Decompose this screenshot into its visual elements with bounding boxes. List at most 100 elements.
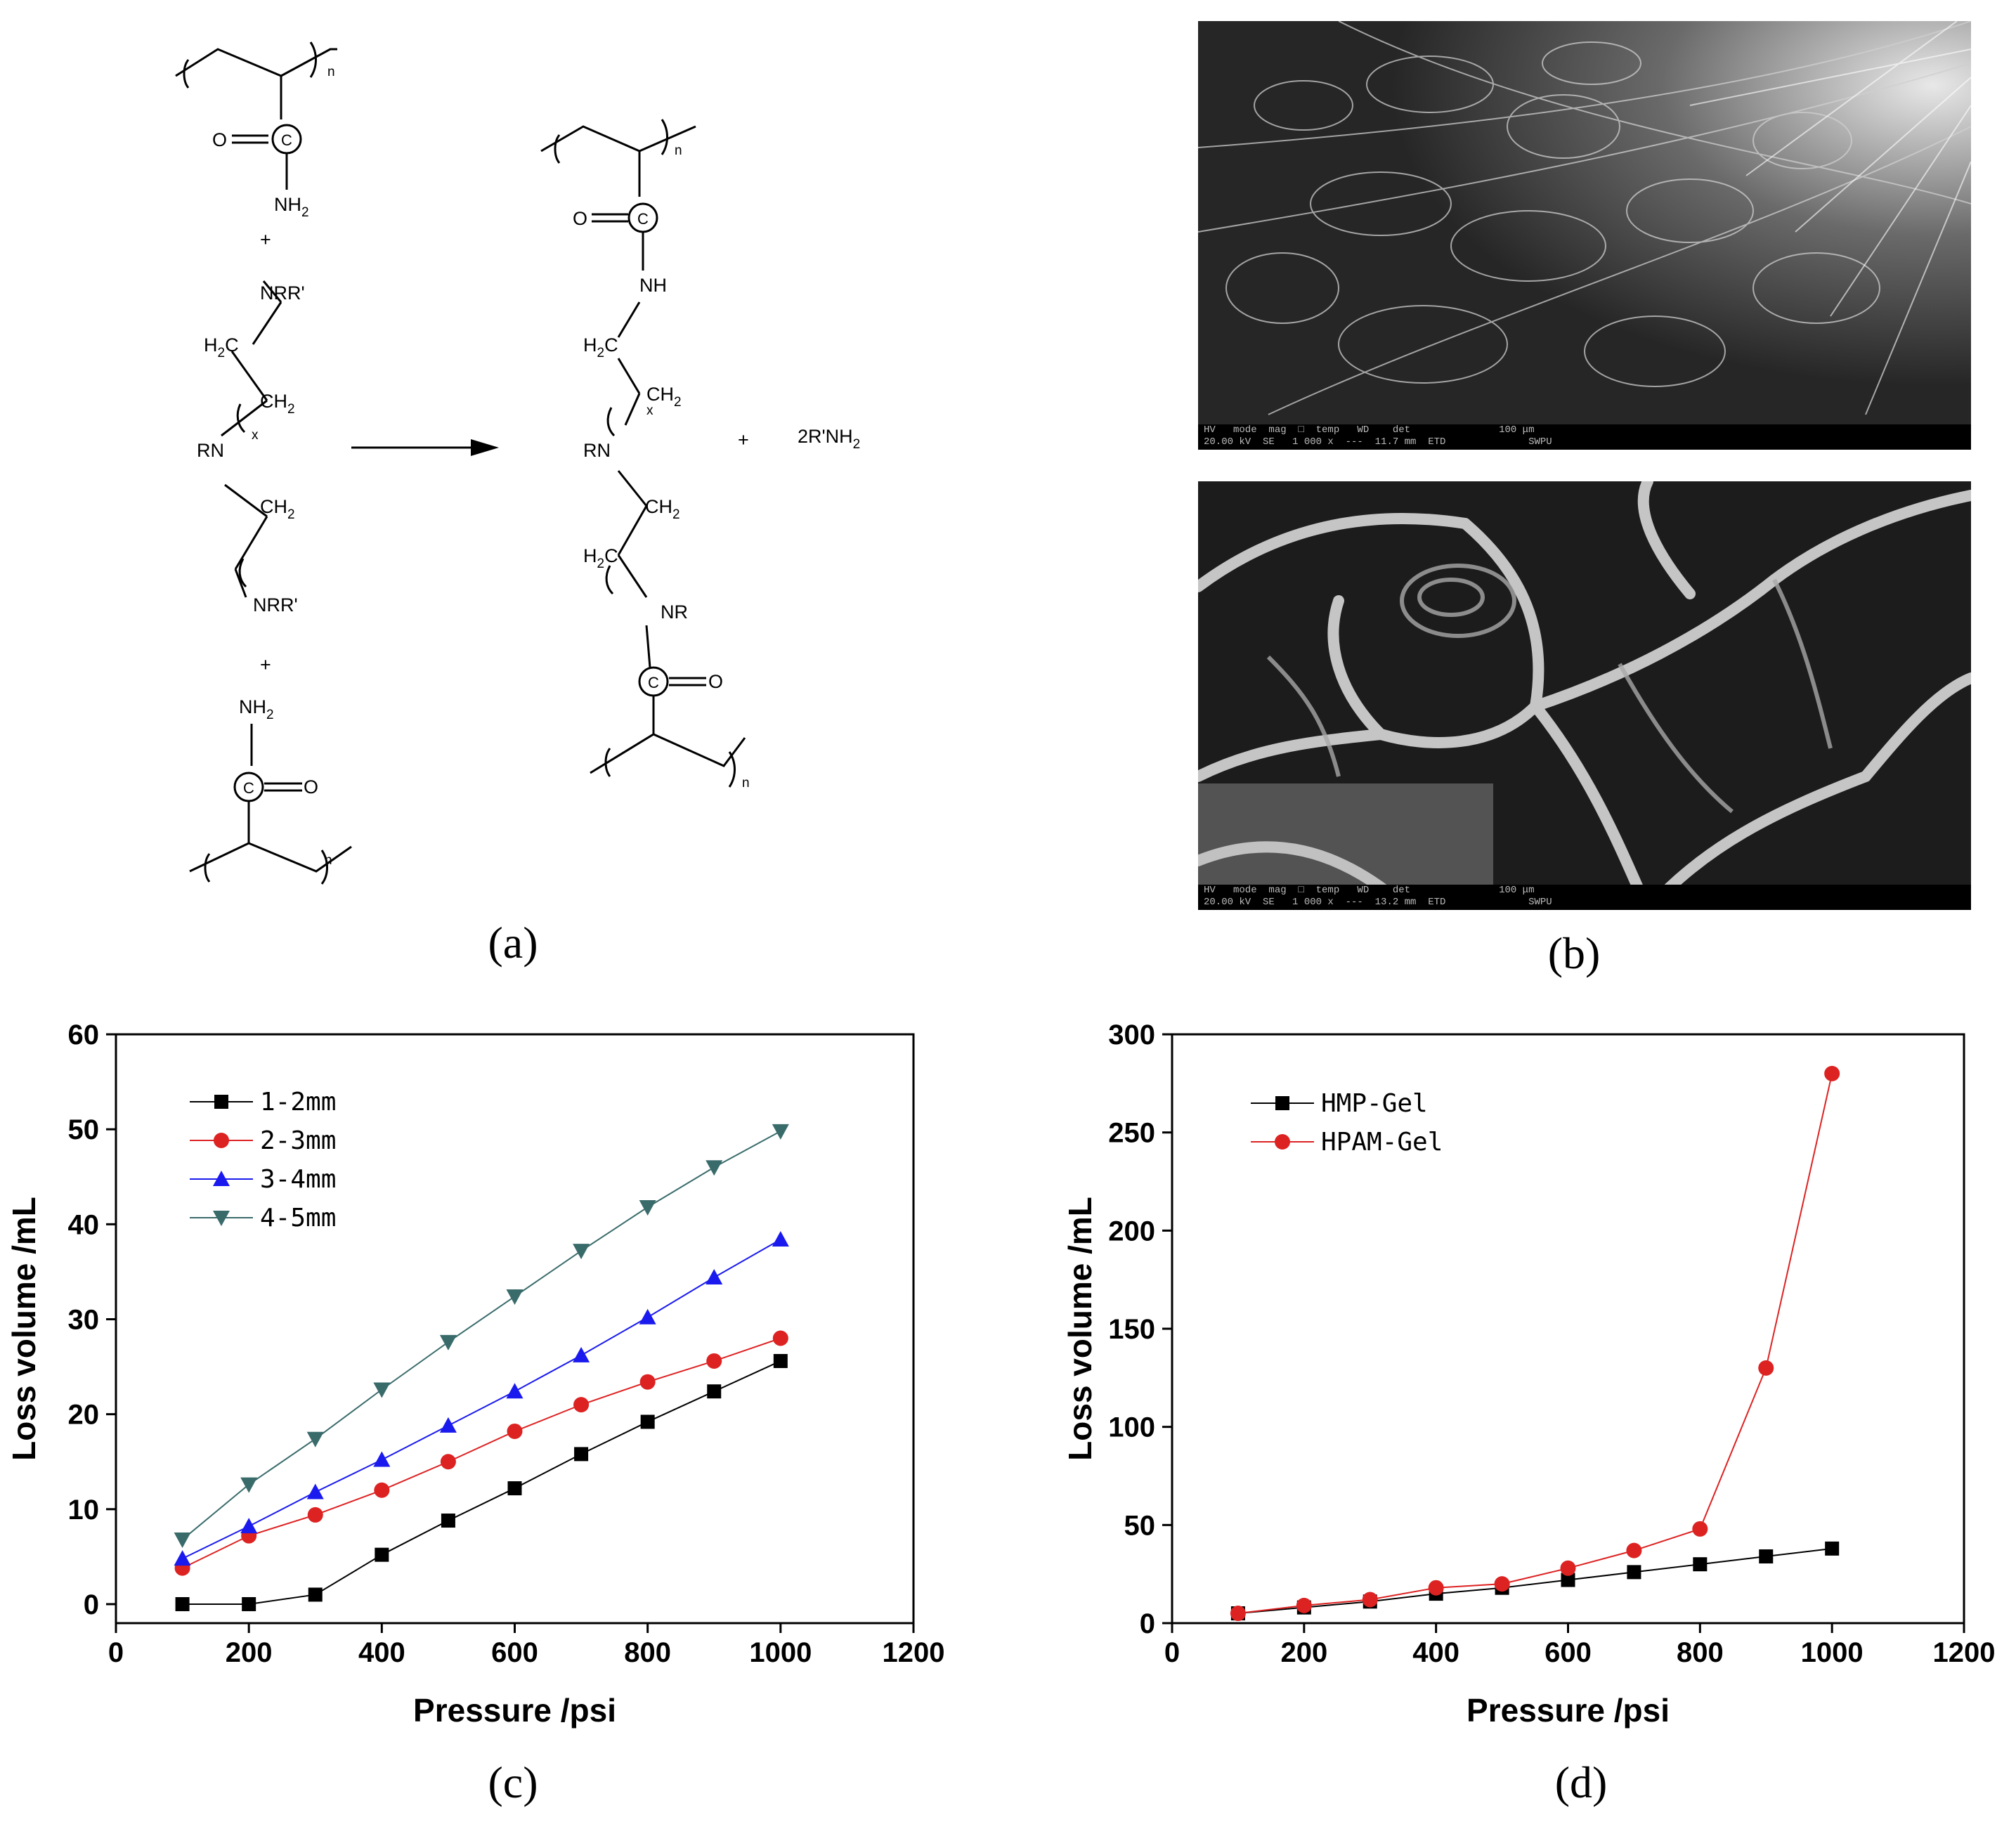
chart-c-legend-label-0: 1-2mm [260, 1088, 336, 1117]
chart-c-series-2-point-0 [174, 1550, 191, 1566]
product-oxygen-2: O [708, 671, 723, 692]
scheme-plus-1: + [260, 229, 271, 250]
chart-c-series-0-point-0 [175, 1596, 190, 1611]
scheme-nh2-bottom: NH2 [239, 696, 274, 722]
chart-d-y-tick-label-5: 250 [1108, 1118, 1155, 1149]
product-h2c-top: H2C [583, 334, 618, 360]
chart-c-series-2-point-2 [306, 1483, 324, 1499]
chart-c-series-3-point-6 [573, 1244, 590, 1260]
product-nh-label: NH [639, 275, 667, 296]
chart-c-y-tick-label-4: 40 [68, 1209, 100, 1240]
sem-image-top: HV mode mag □ temp WD det 100 μm 20.00 k… [1198, 21, 1971, 450]
chart-c-series-0-point-5 [507, 1481, 522, 1496]
chart-c-series-3-point-1 [240, 1477, 258, 1493]
chart-c-series-2-point-4 [439, 1417, 457, 1433]
scheme-nrr-top: NRR' [260, 282, 305, 304]
chart-d-series-1-point-5 [1560, 1560, 1576, 1576]
chart-c-legend-marker-2 [213, 1171, 230, 1186]
scheme-carbon-label: C [281, 131, 292, 149]
chart-c-series-1-point-3 [374, 1482, 390, 1498]
chart-c-series-3 [174, 1124, 789, 1549]
chart-c-series-0-point-4 [441, 1514, 455, 1528]
sem-image-bottom: HV mode mag □ temp WD det 100 μm 20.00 k… [1198, 481, 1971, 910]
chart-d-x-tick-label-6: 1200 [1933, 1637, 1996, 1668]
chart-c-legend-label-2: 3-4mm [260, 1165, 336, 1194]
chart-c-series-1-point-2 [307, 1507, 323, 1523]
chart-c-series-1 [174, 1330, 788, 1576]
panel-label-a: (a) [488, 918, 538, 968]
scheme-carbon-label-2: C [243, 779, 254, 797]
chart-d-y-axis-label: Loss volume /mL [1062, 1197, 1098, 1461]
chart-d-series-1-point-8 [1758, 1360, 1774, 1376]
sem-info-line-4: 20.00 kV SE 1 000 x --- 13.2 mm ETD SWPU [1204, 897, 1552, 908]
chart-c-series-2 [174, 1230, 789, 1566]
chart-d-legend-marker-1 [1275, 1134, 1290, 1150]
chart-c-series-0 [175, 1353, 788, 1611]
scheme-subscript-n: n [327, 65, 335, 79]
product-subscript-x: x [646, 403, 653, 418]
chart-c-series-3-point-8 [705, 1160, 723, 1176]
reaction-scheme-drawing: n O C NH2 + NRR' H2C CH2 x RN CH2 NRR' +… [175, 41, 860, 885]
chart-d-y-tick-label-6: 300 [1108, 1020, 1155, 1050]
chart-c-x-tick-label-1: 200 [226, 1637, 273, 1668]
scheme-h2c-label: H2C [204, 334, 239, 360]
chart-d-series-1 [1230, 1065, 1840, 1622]
panel-d-chart: 0 200 400 600 800 1000 1200 0 50 100 150 200 250 300 P… [1040, 998, 2016, 1757]
chart-d-series-1-line [1237, 1073, 1833, 1615]
chart-c-series-2-point-3 [373, 1451, 391, 1467]
chart-d-x-axis-label: Pressure /psi [1467, 1692, 1670, 1729]
chart-d-legend-label-0: HMP-Gel [1321, 1089, 1428, 1118]
product-oxygen: O [573, 208, 587, 229]
chart-c-series-1-point-8 [706, 1353, 722, 1369]
sem-info-bar-top: HV mode mag □ temp WD det 100 μm 20.00 k… [1198, 424, 1971, 450]
chart-c-y-tick-label-0: 0 [84, 1589, 99, 1620]
chart-d-series-1-point-0 [1230, 1606, 1246, 1622]
chart-c-x-tick-label-6: 1200 [883, 1637, 945, 1668]
chart-c-series-2-point-9 [772, 1230, 789, 1247]
chart-c-series-3-point-0 [174, 1533, 191, 1549]
chart-c-series-3-point-5 [506, 1289, 523, 1306]
chart-c-y-tick-label-2: 20 [68, 1400, 100, 1431]
chart-d-series-1-point-6 [1626, 1542, 1642, 1559]
chart-c-legend-marker-3 [213, 1211, 230, 1226]
chart-d-y-tick-label-2: 100 [1108, 1412, 1155, 1443]
chart-c-series-0-point-1 [242, 1596, 256, 1611]
chart-d-series-0-point-5 [1561, 1573, 1575, 1587]
chart-c-series-2-point-5 [506, 1383, 523, 1399]
chart-c-legend-marker-1 [214, 1133, 229, 1148]
scheme-subscript-n-2: n [325, 853, 332, 868]
chart-d-x-tick-label-1: 200 [1280, 1637, 1327, 1668]
chart-c-series-0-point-3 [375, 1547, 389, 1562]
product-ch2-mid: CH2 [645, 496, 680, 522]
scheme-subscript-x: x [252, 428, 259, 443]
chart-c-series-0-line [182, 1360, 781, 1605]
sem-fiber-network-top [1198, 21, 1971, 450]
chart-c-y-tick-label-6: 60 [68, 1020, 100, 1050]
chart-c-series-1-point-4 [440, 1454, 456, 1470]
chart-c-legend-label-3: 4-5mm [260, 1204, 336, 1232]
chart-d-x-tick-label-5: 1000 [1801, 1637, 1864, 1668]
chart-c-series-2-point-7 [639, 1308, 656, 1325]
chart-d-series-1-point-4 [1494, 1576, 1510, 1592]
scheme-rn-label: RN [197, 440, 224, 461]
scheme-nh2-label: NH2 [274, 194, 309, 220]
chart-c-legend-label-1: 2-3mm [260, 1126, 336, 1155]
panel-a-reaction-scheme: n O C NH2 + NRR' H2C CH2 x RN CH2 NRR' +… [162, 21, 906, 885]
chart-c-y-tick-label-1: 10 [68, 1495, 100, 1525]
chart-c-series-2-point-8 [705, 1269, 723, 1285]
chart-c-series-3-point-7 [639, 1199, 656, 1216]
chart-d-x-tick-label-4: 800 [1677, 1637, 1724, 1668]
chart-c-series-0-point-7 [640, 1414, 655, 1429]
panel-label-c: (c) [488, 1757, 538, 1807]
chart-c-series-1-point-9 [772, 1330, 788, 1346]
chart-c-series-3-point-4 [439, 1334, 457, 1351]
chart-c-x-tick-label-0: 0 [108, 1637, 124, 1668]
chart-c-series-0-point-9 [773, 1353, 788, 1368]
sem-info-line-3: HV mode mag □ temp WD det 100 μm [1204, 885, 1535, 896]
chart-d-series-1-point-3 [1428, 1580, 1444, 1596]
product-rn-label: RN [583, 440, 611, 461]
chart-d-series-0-point-8 [1759, 1549, 1774, 1564]
scheme-plus-2: + [260, 654, 271, 675]
chart-c-series-0-point-8 [707, 1384, 722, 1399]
chart-d-series-1-point-2 [1362, 1592, 1378, 1608]
